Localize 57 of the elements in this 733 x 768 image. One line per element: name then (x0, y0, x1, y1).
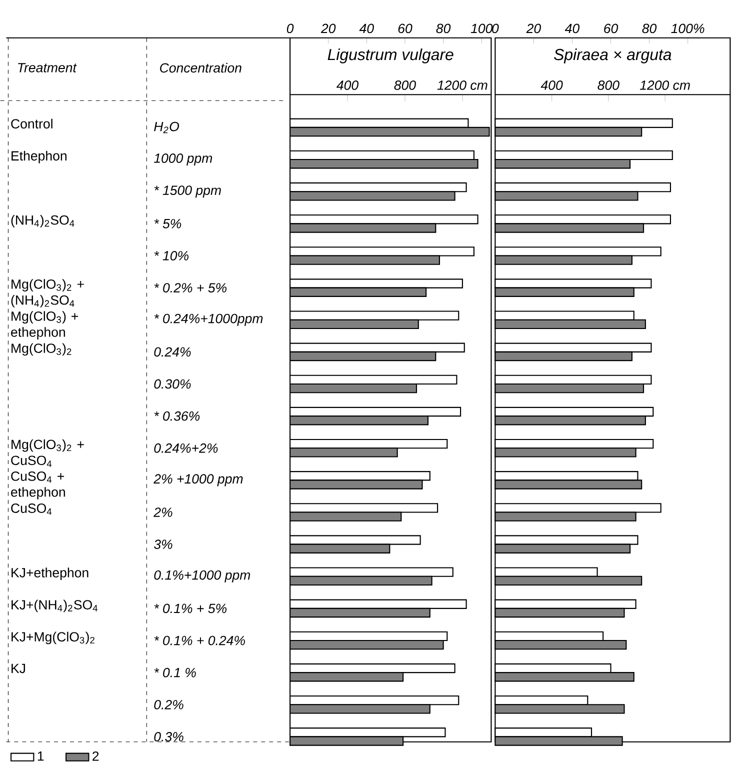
text: Concentration (160, 62, 242, 73)
legend-label: 1 (38, 751, 44, 761)
y-tick-label: * 0.1% + 0.24% (154, 636, 245, 646)
y-tick-label: 0.30% (154, 379, 191, 389)
x-tick-label: 40 (564, 24, 580, 34)
text: Mg(ClO$_{3}$)$_{2}$ + CuSO$_{4}$ (11, 439, 84, 467)
chart-title: Spiraea × arguta (554, 48, 672, 64)
x2-tick-label: 1200 cm (437, 80, 488, 90)
text: Mg(ClO$_{3}$) + ethephon (10, 311, 78, 340)
y-tick-label: * 0.2% + 5% (154, 283, 226, 292)
chart-title: Ligustrum vulgare (328, 48, 454, 64)
x-tick-label: 20 (320, 24, 336, 34)
y-tick-label: * 10% (154, 251, 188, 260)
y-tick-label: * 0.1% + 5% (154, 604, 226, 614)
y-tick-label: * 0.36% (154, 411, 200, 421)
text: KJ+ethephon (11, 568, 88, 580)
y-tick-label: 0.24% (154, 347, 191, 357)
x-tick-label: 100% (671, 24, 704, 34)
y-tick-label: 0.2% (154, 700, 184, 710)
y-tick-label: * 0.24%+1000ppm (154, 314, 263, 326)
y-tick-label: * 5% (154, 218, 182, 228)
text: CuSO$_{4}$ + ethephon (10, 471, 65, 500)
text: Mg(ClO$_{3}$)$_{2}$ + (NH$_{4}$)$_{2}$SO$_{4}$ (11, 279, 84, 308)
y-tick-label: 2% (153, 508, 172, 517)
y-tick-label: H$_{2}$O (154, 122, 179, 134)
x-tick-label: 60 (604, 24, 618, 34)
x-tick-label: 80 (642, 24, 656, 34)
y-tick-label: 2% +1000 ppm (153, 474, 243, 486)
x-tick-label: 0 (492, 24, 499, 34)
text: KJ (11, 664, 25, 674)
text: (NH$_{4}$)$_{2}$SO$_{4}$ (11, 214, 74, 228)
x2-tick-label: 1200 cm (640, 80, 690, 90)
text: KJ+Mg(ClO$_{3}$)$_{2}$ (11, 632, 94, 644)
text: Mg(ClO$_{3}$)$_{2}$ (11, 343, 72, 356)
y-tick-label: * 0.1 % (154, 668, 196, 678)
x-tick-label: 60 (398, 24, 412, 34)
x-tick-label: 0 (286, 24, 294, 34)
x-tick-label: 100 (470, 24, 493, 34)
x2-tick-label: 400 (540, 80, 563, 90)
text: Ethephon (11, 150, 66, 164)
text: Treatment (18, 63, 77, 72)
y-tick-label: 1000 ppm (154, 154, 212, 166)
x-tick-label: 40 (359, 24, 374, 34)
y-tick-label: 0.24%+2% (154, 443, 218, 453)
y-tick-label: 0.3% (154, 732, 184, 742)
legend-label: 2 (92, 751, 99, 761)
x2-tick-label: 400 (336, 80, 358, 90)
x2-tick-label: 800 (598, 80, 620, 90)
x2-tick-label: 800 (394, 80, 416, 90)
text: KJ+(NH$_{4}$)$_{2}$SO$_{4}$ (11, 600, 98, 612)
y-tick-label: 0.1%+1000 ppm (154, 570, 250, 582)
y-tick-label: * 1500 ppm (154, 186, 221, 198)
y-tick-label: 3% (154, 540, 172, 550)
x-tick-label: 80 (436, 24, 451, 34)
text: CuSO$_{4}$ (11, 504, 52, 515)
text: Control (11, 118, 52, 129)
x-tick-label: 20 (526, 24, 541, 34)
